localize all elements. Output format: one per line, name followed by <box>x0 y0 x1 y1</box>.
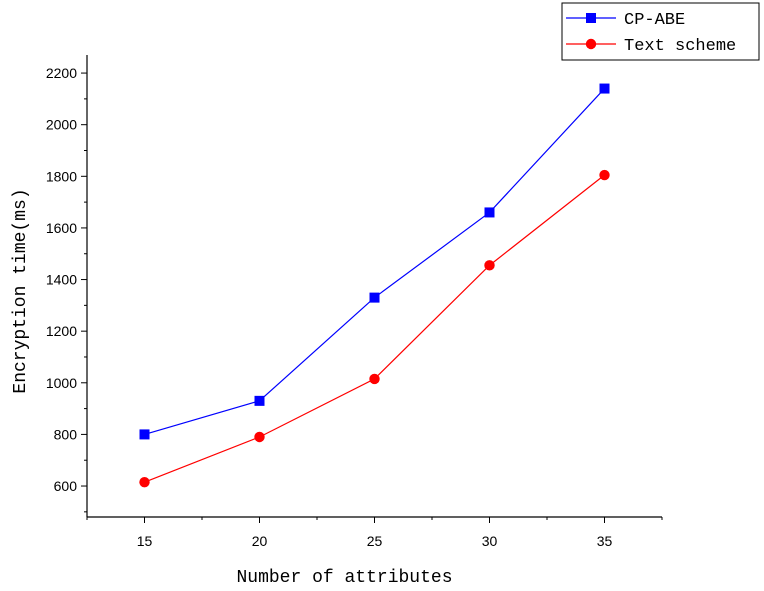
y-tick-label: 2000 <box>46 117 77 133</box>
data-point <box>254 431 265 443</box>
data-point <box>254 395 265 406</box>
data-point <box>484 207 495 218</box>
legend: CP-ABE Text scheme <box>561 2 760 61</box>
y-axis-title: Encryption time(ms) <box>11 188 31 393</box>
y-tick-label: 1400 <box>46 272 77 288</box>
y-ticks: 600 800 1000 1200 1400 1600 1800 2000 2200 <box>46 65 87 513</box>
y-tick-label: 600 <box>54 478 78 494</box>
x-tick-label: 25 <box>367 533 383 549</box>
x-ticks: 15 20 25 30 35 <box>86 517 663 549</box>
plot-area <box>139 83 610 488</box>
legend-marker <box>585 38 597 50</box>
legend-label: CP-ABE <box>624 11 685 30</box>
x-axis-title: Number of attributes <box>236 568 452 588</box>
series-1 <box>139 83 610 440</box>
data-point <box>599 169 610 181</box>
y-tick-label: 1600 <box>46 220 77 236</box>
legend-box <box>561 2 760 61</box>
legend-label: Text scheme <box>624 37 736 56</box>
data-point <box>369 373 380 385</box>
data-point <box>139 476 150 488</box>
x-tick-label: 15 <box>137 533 153 549</box>
data-point <box>484 260 495 271</box>
series-line <box>144 174 605 483</box>
x-tick-label: 30 <box>482 533 498 549</box>
axes <box>86 55 662 518</box>
y-tick-label: 2200 <box>46 65 77 81</box>
data-point <box>599 83 610 94</box>
data-point <box>139 429 150 440</box>
legend-marker <box>586 13 596 23</box>
y-tick-label: 1000 <box>46 375 77 391</box>
y-tick-label: 800 <box>54 426 78 442</box>
x-tick-label: 35 <box>597 533 613 549</box>
data-point <box>369 292 380 303</box>
y-tick-label: 1800 <box>46 168 77 184</box>
x-tick-label: 20 <box>252 533 268 549</box>
y-tick-label: 1200 <box>46 323 77 339</box>
series-2 <box>139 169 610 488</box>
